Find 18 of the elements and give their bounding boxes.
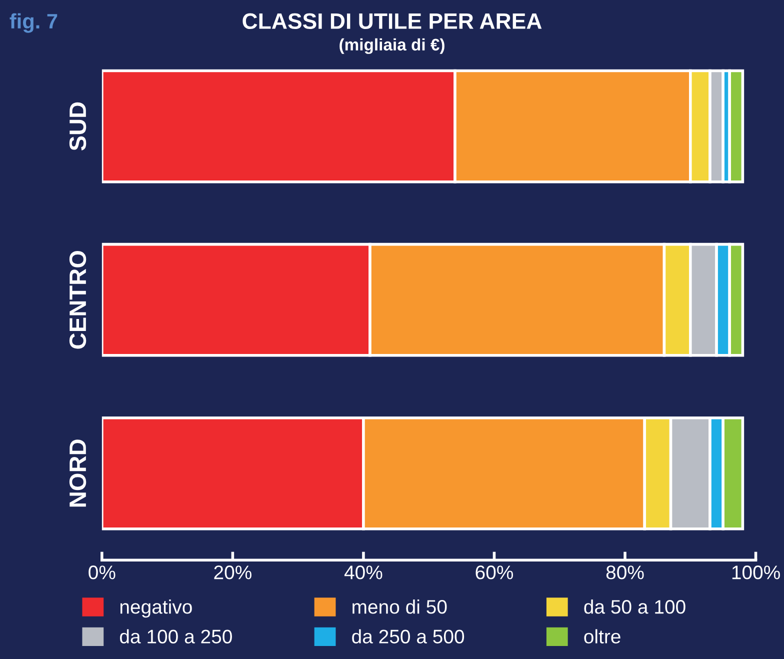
- x-tick-label: 60%: [476, 566, 513, 580]
- y-tick-label: CENTRO: [69, 250, 86, 349]
- legend-label: da 100 a 250: [120, 629, 232, 644]
- x-tick-label: 80%: [606, 566, 644, 580]
- x-tick-label: 100%: [732, 566, 780, 580]
- legend-label: meno di 50: [352, 600, 447, 614]
- legend-label: oltre: [584, 629, 620, 644]
- chart-title: CLASSI DI UTILE PER AREA: [242, 13, 542, 30]
- legend-label: negativo: [120, 600, 192, 618]
- y-tick-label: SUD: [69, 102, 86, 151]
- legend-label: da 250 a 500: [352, 629, 464, 644]
- y-tick-label: NORD: [69, 440, 86, 507]
- x-tick-label: 40%: [344, 566, 382, 580]
- caption: fig. 7: [10, 13, 58, 33]
- chart-subtitle: (migliaia di €): [340, 38, 444, 54]
- x-tick-label: 0%: [88, 566, 116, 580]
- legend-label: da 50 a 100: [584, 600, 686, 614]
- x-tick-label: 20%: [214, 566, 252, 580]
